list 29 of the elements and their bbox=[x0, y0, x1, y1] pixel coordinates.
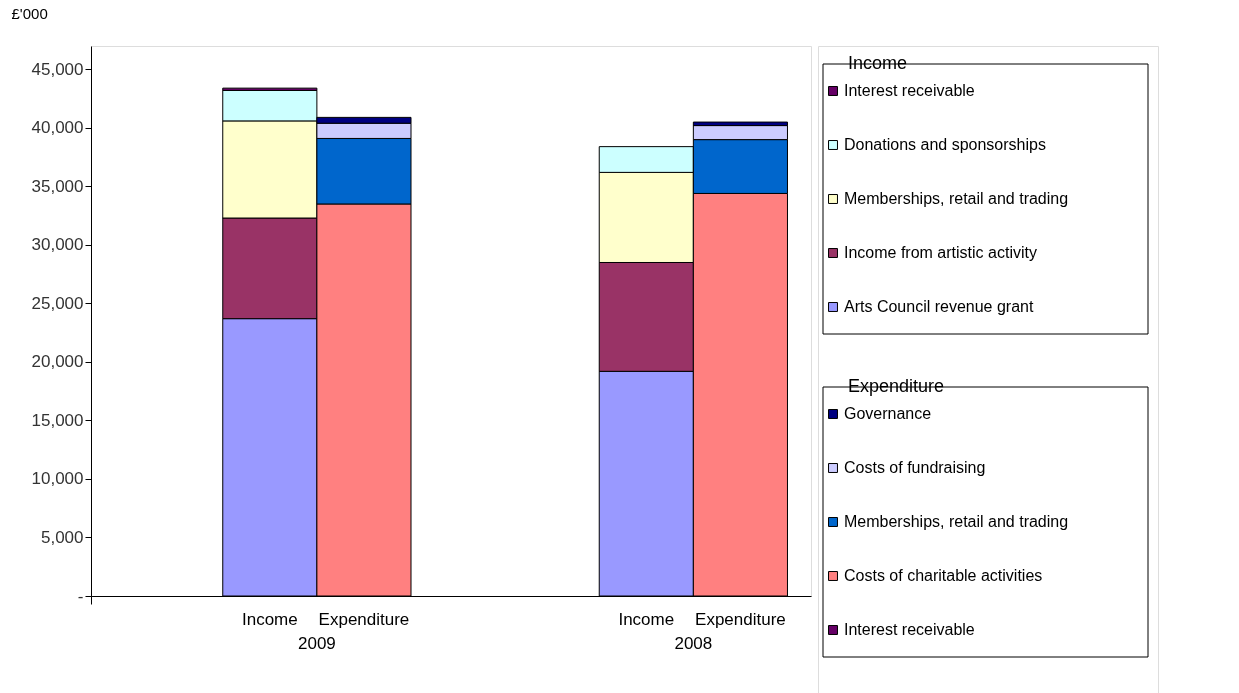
text: Expenditure bbox=[848, 376, 945, 396]
y-tick-label: 25,000 bbox=[31, 293, 84, 313]
legend-label: Arts Council revenue grant bbox=[844, 298, 1034, 315]
x-tick-label: Income bbox=[618, 610, 675, 629]
legend-label: Costs of fundraising bbox=[844, 459, 986, 476]
legend-label: Governance bbox=[844, 405, 932, 422]
y-tick-label: 45,000 bbox=[31, 59, 84, 79]
x-tick-label: Expenditure bbox=[695, 610, 786, 629]
y-axis-title: £'000 bbox=[11, 4, 48, 22]
text: 2009 bbox=[297, 634, 336, 653]
y-tick-label: 40,000 bbox=[31, 118, 84, 138]
y-tick-label: 30,000 bbox=[31, 235, 84, 255]
y-tick-label: 20,000 bbox=[31, 352, 84, 372]
text: Income bbox=[848, 53, 908, 73]
legend-label: Income from artistic activity bbox=[844, 244, 1037, 261]
y-tick-label: 5,000 bbox=[40, 527, 84, 547]
legend-label: Donations and sponsorships bbox=[844, 136, 1046, 153]
legend-label: Costs of charitable activities bbox=[844, 567, 1043, 584]
legend-label: Interest receivable bbox=[844, 621, 975, 638]
y-tick-label: 15,000 bbox=[31, 410, 84, 430]
x-tick-label: Income bbox=[241, 610, 298, 629]
x-tick-label: Expenditure bbox=[318, 610, 410, 629]
y-tick-label: 10,000 bbox=[31, 469, 84, 489]
y-tick-label: 35,000 bbox=[31, 176, 84, 196]
legend-label: Interest receivable bbox=[844, 82, 975, 99]
text: 2008 bbox=[674, 634, 713, 653]
y-tick-label: - bbox=[77, 586, 84, 606]
legend-label: Memberships, retail and trading bbox=[844, 190, 1069, 207]
legend-label: Memberships, retail and trading bbox=[844, 513, 1069, 530]
